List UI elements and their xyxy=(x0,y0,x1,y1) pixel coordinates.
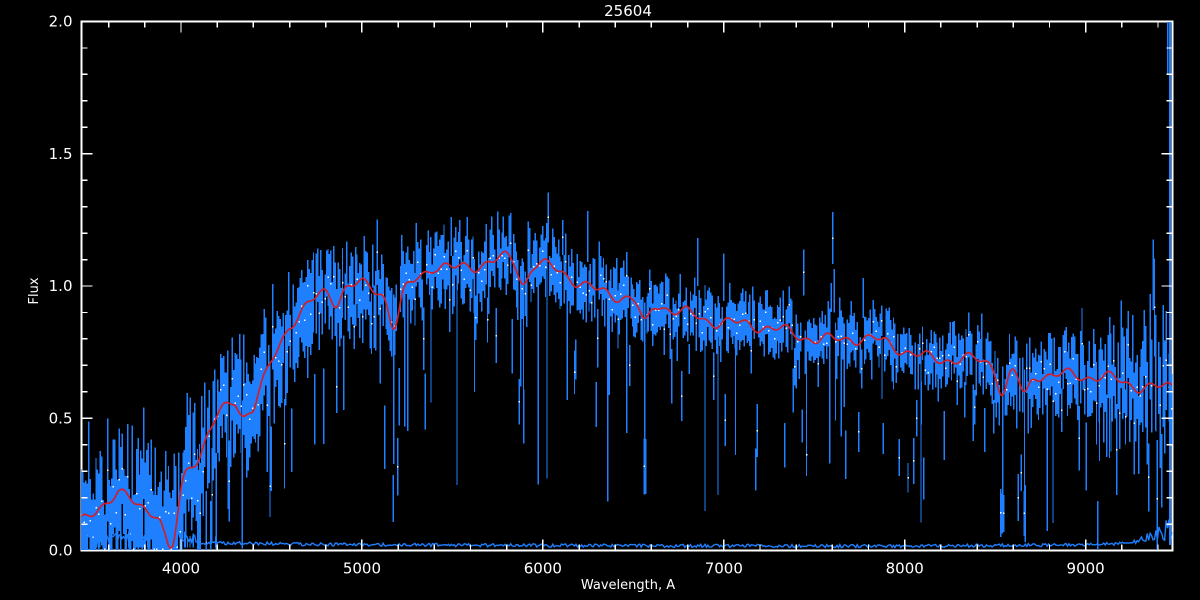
y-axis-title: Flux xyxy=(27,277,42,304)
x-axis-title: Wavelength, A xyxy=(581,578,675,593)
page-title: 25604 xyxy=(604,2,652,20)
x-axis-tick-label: 4000 xyxy=(162,560,200,578)
x-axis-tick-label: 7000 xyxy=(705,560,743,578)
y-axis-tick-label: 2.0 xyxy=(49,13,73,31)
data-series-layer xyxy=(80,21,1173,551)
x-axis-tick-label: 5000 xyxy=(343,560,381,578)
axis-ticks-layer xyxy=(81,20,1173,552)
y-axis-tick-label: 0.5 xyxy=(49,409,73,427)
y-axis-tick-label: 1.0 xyxy=(49,277,73,295)
x-axis-tick-label: 9000 xyxy=(1067,560,1105,578)
absorption-line-spikes xyxy=(168,259,1164,531)
model-fit-line xyxy=(80,250,1173,549)
y-axis-tick-label: 0.0 xyxy=(49,542,73,560)
error-array-trace xyxy=(80,519,1173,549)
axis-labels-layer: 4000 5000 6000 7000 8000 9000 0.0 0.5 1.0 1.5 2.0 xyxy=(49,13,1105,578)
x-axis-tick-label: 8000 xyxy=(886,560,924,578)
y-axis-tick-label: 1.5 xyxy=(49,145,73,163)
sky-residual-spikes xyxy=(90,531,217,548)
x-axis-tick-label: 6000 xyxy=(524,560,562,578)
